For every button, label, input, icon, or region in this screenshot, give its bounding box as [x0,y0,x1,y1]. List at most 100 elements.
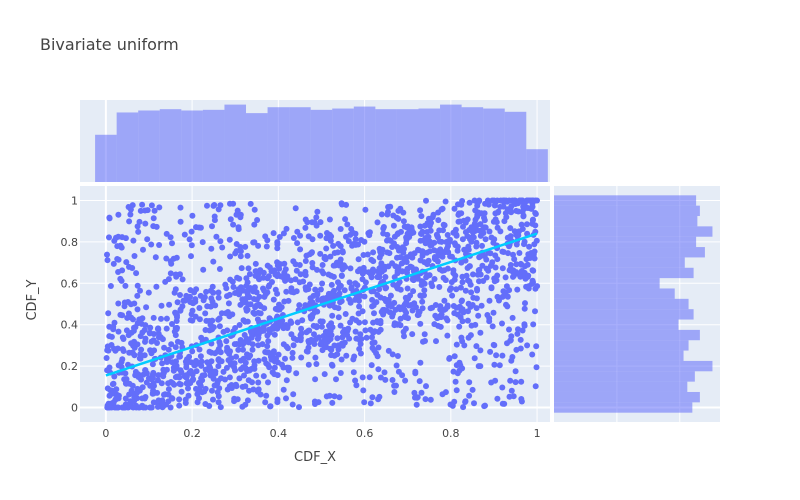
scatter-point [513,346,520,353]
marginal-x-bar [396,109,419,182]
scatter-point [421,280,428,287]
y-tick-label: 1 [71,194,78,207]
scatter-point [338,273,345,279]
scatter-point [209,223,215,230]
scatter-point [265,379,271,386]
scatter-point [253,289,260,296]
scatter-point [177,271,183,278]
scatter-point [431,276,438,282]
scatter-point [298,325,305,332]
scatter-point [348,285,355,292]
scatter-point [154,340,160,346]
scatter-point [302,272,309,279]
scatter-point [319,280,326,287]
scatter-point [283,288,290,295]
scatter-point [216,385,223,392]
marginal-y-bar [554,236,697,248]
scatter-point [402,314,409,321]
scatter-point [193,368,200,375]
scatter-point [494,209,501,216]
scatter-point [341,326,348,333]
marginal-y-bar [554,402,693,413]
marginal-x-bar [440,104,462,182]
scatter-point [460,217,467,224]
scatter-point [342,264,349,270]
scatter-point [134,395,141,402]
scatter-point [516,197,523,204]
scatter-point [125,361,131,368]
scatter-point [458,201,465,208]
scatter-point [509,314,516,321]
scatter-point [485,267,492,274]
scatter-point [427,305,434,312]
scatter-point [230,200,237,207]
scatter-point [148,404,155,411]
scatter-point [244,397,251,404]
scatter-point [177,204,184,211]
scatter-point [334,335,341,342]
scatter-point [337,322,344,329]
scatter-point [522,300,528,307]
scatter-point [244,279,251,286]
scatter-point [447,253,454,260]
scatter-point [115,256,122,263]
scatter-point [461,246,468,253]
scatter-point [446,287,453,293]
scatter-point [265,361,271,368]
scatter-point [409,254,416,261]
scatter-point [123,380,130,387]
scatter-point [337,256,344,263]
y-tick-label: 0.4 [61,319,79,332]
scatter-point [531,255,538,262]
scatter-point [384,249,391,256]
scatter-point [250,386,257,393]
scatter-point [137,351,144,358]
scatter-point [283,225,290,232]
scatter-point [450,368,457,375]
scatter-point [342,216,349,223]
scatter-point [339,249,346,256]
scatter-point [156,204,163,211]
scatter-point [337,226,344,232]
scatter-point [475,312,482,319]
scatter-point [271,364,278,371]
scatter-point [117,242,124,249]
scatter-point [264,343,271,350]
scatter-point [387,237,394,244]
scatter-point [395,207,402,214]
scatter-point [210,258,217,265]
scatter-point [431,321,438,328]
scatter-point [181,297,188,304]
scatter-point [368,362,375,369]
scatter-point [518,398,525,405]
scatter-point [280,386,287,393]
scatter-point [486,315,493,322]
scatter-point [232,325,239,331]
scatter-point [497,228,504,235]
x-tick-label: 0.4 [270,427,288,440]
scatter-point [529,217,536,224]
scatter-point [169,240,175,247]
scatter-point [443,245,450,252]
scatter-point [173,362,180,369]
scatter-point [467,303,474,310]
scatter-point [403,234,410,241]
scatter-point [319,295,326,302]
scatter-point [402,255,409,262]
scatter-point [482,200,489,207]
scatter-point [187,380,194,387]
scatter-point [513,207,520,214]
scatter-point [470,271,476,278]
scatter-point [343,233,349,240]
marginal-y-bar [554,205,700,217]
scatter-point [306,327,313,334]
scatter-point [388,303,395,310]
scatter-point [456,323,463,330]
scatter-point [208,245,215,252]
scatter-point [360,252,367,258]
scatter-point [327,253,334,260]
marginal-x-bar [375,109,397,182]
scatter-point [311,331,317,338]
scatter-point [179,276,186,283]
scatter-point [391,389,398,395]
